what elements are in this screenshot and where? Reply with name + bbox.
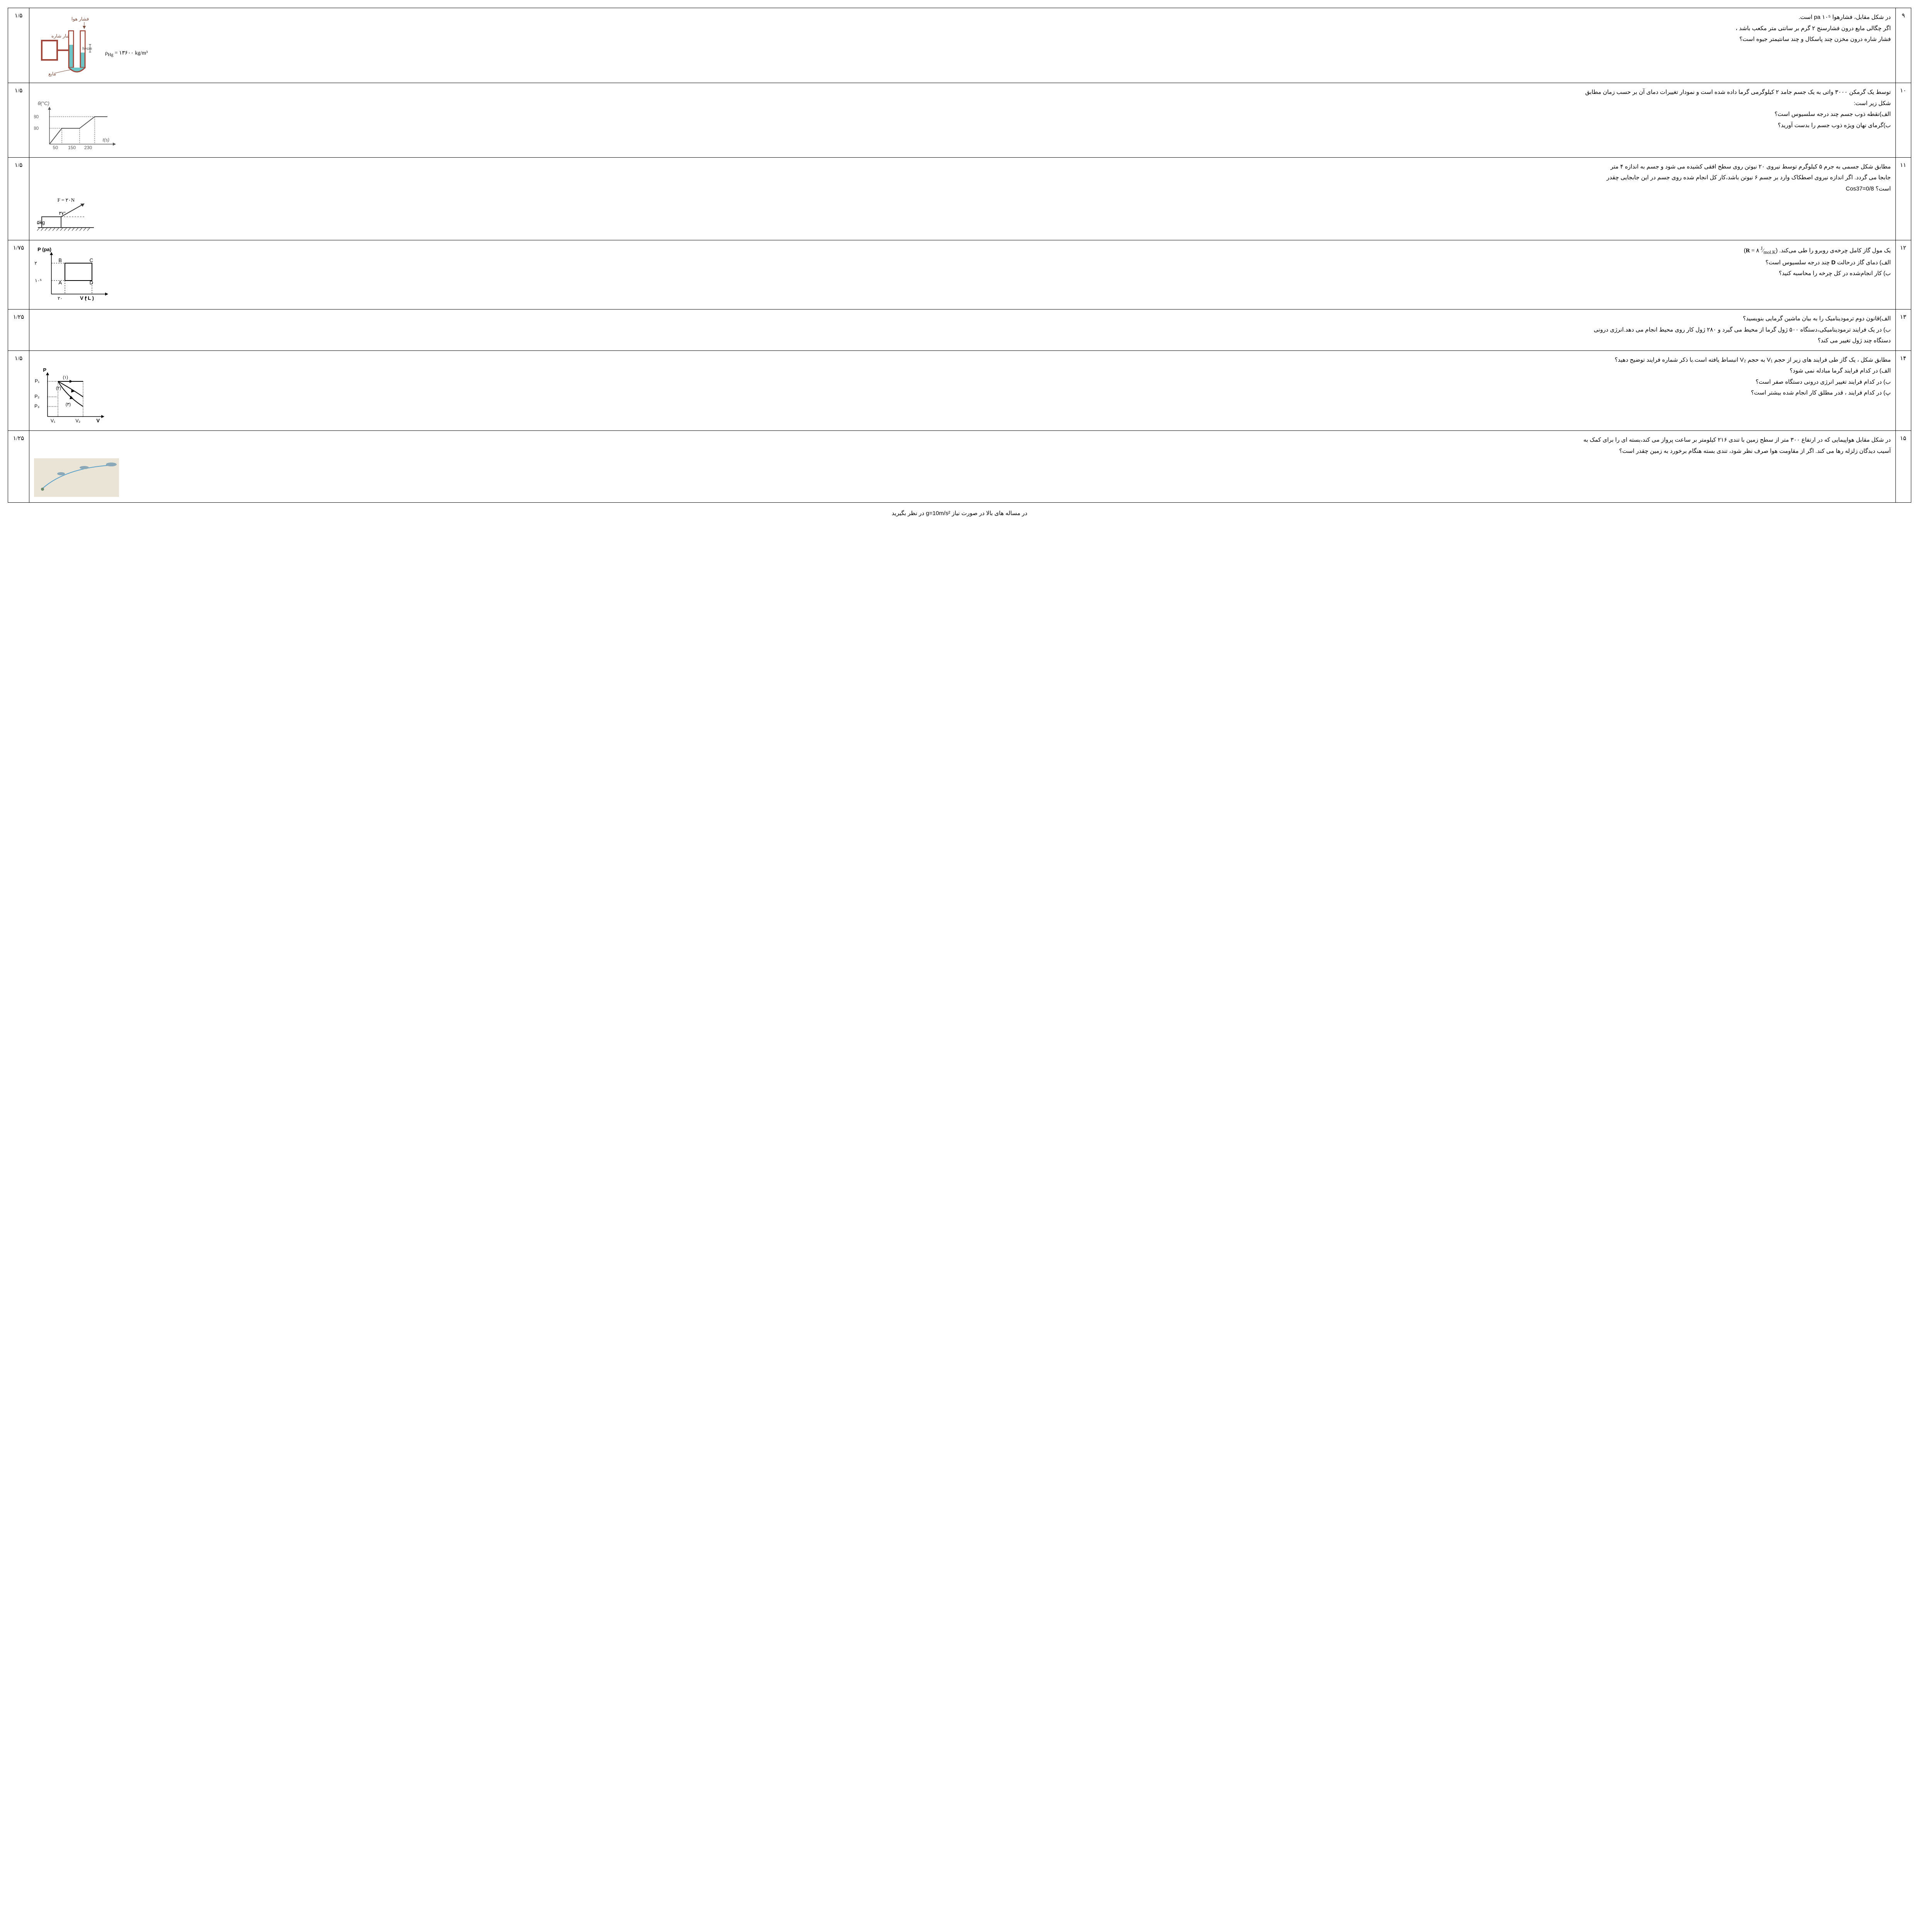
- question-body: فشار هوا فشار شاره h=cm مایع: [29, 8, 1896, 83]
- q-line: ب) کار انجام‌شده در کل چرخه را محاسبه کن…: [34, 268, 1891, 279]
- question-body: توسط یک گرمکن ۳۰۰۰ واتی به یک جسم جامد ۲…: [29, 83, 1896, 158]
- xtick: 50: [53, 145, 58, 150]
- question-row: ۱۲ P (pa) V ( L ) A B C D: [8, 240, 1911, 310]
- q-line: مطابق شکل جسمی به جرم ۵ کیلوگرم توسط نیر…: [34, 162, 1891, 173]
- ytick: ۲×۱۰⁵: [34, 260, 37, 266]
- pC: C: [90, 257, 93, 263]
- mass-label: ۵kg: [37, 219, 45, 225]
- figure-q10: θ(°C) t(s) 280 180 50 150 230: [34, 100, 119, 152]
- question-number: ۱۲: [1896, 240, 1911, 310]
- q-line: الف)نقطه ذوب جسم چند درجه سلسیوس است؟: [34, 109, 1891, 120]
- question-row: ۱۵ در شکل مقابل هواپیمایی که در ارتفاع ۳…: [8, 431, 1911, 503]
- figure-q12: P (pa) V ( L ) A B C D ۲×۱۰⁵ ۱۰⁵: [34, 246, 111, 304]
- figure-q9: فشار هوا فشار شاره h=cm مایع: [34, 14, 100, 77]
- question-number: ۱۱: [1896, 157, 1911, 240]
- question-score: ۱/۵: [8, 157, 29, 240]
- q-line: اگر چگالی مایع درون فشارسنج ۲ گرم بر سان…: [34, 23, 1891, 34]
- label-air: فشار هوا: [71, 16, 89, 22]
- question-body: مطابق شکل ، یک گاز طی فرایند های زیر از …: [29, 350, 1896, 431]
- question-row: ۱۴ مطابق شکل ، یک گاز طی فرایند های زیر …: [8, 350, 1911, 431]
- q-line: فشار شاره درون مخزن چند پاسکال و چند سان…: [34, 34, 1891, 45]
- q-line: دستگاه چند ژول تغییر می کند؟: [34, 335, 1891, 347]
- proc3: (۳): [66, 402, 71, 407]
- ylabel: θ(°C): [38, 100, 49, 106]
- q-line: آسیب دیدگان زلزله رها می کند. اگر از مقا…: [34, 446, 1891, 457]
- xtick: 230: [84, 145, 92, 150]
- ytick: 180: [34, 126, 39, 131]
- figure-q14: P V P₁ P₂ P₃ V₁ V₂: [34, 367, 107, 425]
- pB: B: [58, 257, 62, 263]
- question-number: ۱۳: [1896, 310, 1911, 351]
- xtick: ۲۰: [58, 296, 63, 301]
- question-body: الف)قانون دوم ترمودینامیک را به بیان ماش…: [29, 310, 1896, 351]
- v2: V₂: [75, 418, 80, 423]
- exam-table: ۹ فشار هوا فشار شاره h=cm: [8, 8, 1911, 503]
- q-line: است؟ Cos37=0/8: [34, 184, 1891, 195]
- q-line: جابجا می گردد. اگر اندازه نیروی اصطکاک و…: [34, 172, 1891, 184]
- q-line: در شکل مقابل هواپیمایی که در ارتفاع ۳۰۰ …: [34, 435, 1891, 446]
- force-label: F = ۲۰N: [58, 197, 75, 203]
- label-h: h=cm: [82, 47, 92, 51]
- label-liquid: مایع: [48, 71, 56, 77]
- q-line: توسط یک گرمکن ۳۰۰۰ واتی به یک جسم جامد ۲…: [34, 87, 1891, 98]
- q-line: مطابق شکل ، یک گاز طی فرایند های زیر از …: [34, 355, 1891, 366]
- p1: P₁: [35, 378, 39, 384]
- footer-note: در مساله های بالا در صورت نیاز g=10m/s² …: [8, 510, 1911, 517]
- q-line: الف) در کدام فرایند گرما مبادله نمی شود؟: [34, 366, 1891, 377]
- question-body: مطابق شکل جسمی به جرم ۵ کیلوگرم توسط نیر…: [29, 157, 1896, 240]
- proc1: (۱): [63, 375, 68, 380]
- question-score: ۱/۲۵: [8, 431, 29, 503]
- q-line: ب) در کدام فرایند تغییر انرژی درونی دستگ…: [34, 377, 1891, 388]
- question-body: P (pa) V ( L ) A B C D ۲×۱۰⁵ ۱۰⁵: [29, 240, 1896, 310]
- q-line: ب) در یک فرایند ترمودینامیکی،دستگاه ۵۰۰ …: [34, 325, 1891, 336]
- question-score: ۱/۵: [8, 350, 29, 431]
- question-number: ۹: [1896, 8, 1911, 83]
- xlabel: V: [96, 418, 100, 423]
- question-score: ۱/۲۵: [8, 310, 29, 351]
- v1: V₁: [51, 418, 55, 423]
- angle-label: ۳۷°: [59, 211, 66, 216]
- question-row: ۹ فشار هوا فشار شاره h=cm: [8, 8, 1911, 83]
- p3: P₃: [34, 403, 39, 409]
- question-number: ۱۵: [1896, 431, 1911, 503]
- q-line: الف) دمای گاز درحالت D چند درجه سلسیوس ا…: [34, 257, 1891, 269]
- q-line: در شکل مقابل، فشارهوا ۱۰⁵ pa است.: [34, 12, 1891, 23]
- proc2: (۲): [56, 386, 61, 391]
- figure-q11: ۵kg F = ۲۰N ۳۷°: [34, 196, 104, 235]
- xtick: ۴۰: [85, 296, 90, 301]
- question-body: در شکل مقابل هواپیمایی که در ارتفاع ۳۰۰ …: [29, 431, 1896, 503]
- question-row: ۱۱ مطابق شکل جسمی به جرم ۵ کیلوگرم توسط …: [8, 157, 1911, 240]
- q-line: شکل زیر است:: [34, 98, 1891, 109]
- question-row: ۱۰ توسط یک گرمکن ۳۰۰۰ واتی به یک جسم جام…: [8, 83, 1911, 158]
- question-score: ۱/۵: [8, 83, 29, 158]
- q-line: پ) در کدام فرایند ، قدر مطلق کار انجام ش…: [34, 388, 1891, 399]
- figure-q15: [34, 458, 119, 497]
- ylabel: P: [43, 367, 46, 373]
- question-row: ۱۳ الف)قانون دوم ترمودینامیک را به بیان …: [8, 310, 1911, 351]
- question-score: ۱/۷۵: [8, 240, 29, 310]
- q-formula: ρHg = ۱۳۶۰۰ kg/m³: [34, 48, 1891, 59]
- xlabel: t(s): [103, 137, 109, 143]
- q-line: الف)قانون دوم ترمودینامیک را به بیان ماش…: [34, 313, 1891, 325]
- xtick: 150: [68, 145, 76, 150]
- ytick: ۱۰⁵: [35, 278, 42, 283]
- ylabel: P (pa): [37, 247, 51, 252]
- q-line: یک مول گاز کامل چرخه‌ی روبرو را طی می‌کن…: [34, 244, 1891, 257]
- q-line: ب)گرمای نهان ویژه ذوب جسم را بدست آورید؟: [34, 120, 1891, 131]
- ytick: 280: [34, 114, 39, 119]
- question-number: ۱۴: [1896, 350, 1911, 431]
- p2: P₂: [34, 394, 39, 399]
- question-score: ۱/۵: [8, 8, 29, 83]
- question-number: ۱۰: [1896, 83, 1911, 158]
- pD: D: [90, 280, 93, 286]
